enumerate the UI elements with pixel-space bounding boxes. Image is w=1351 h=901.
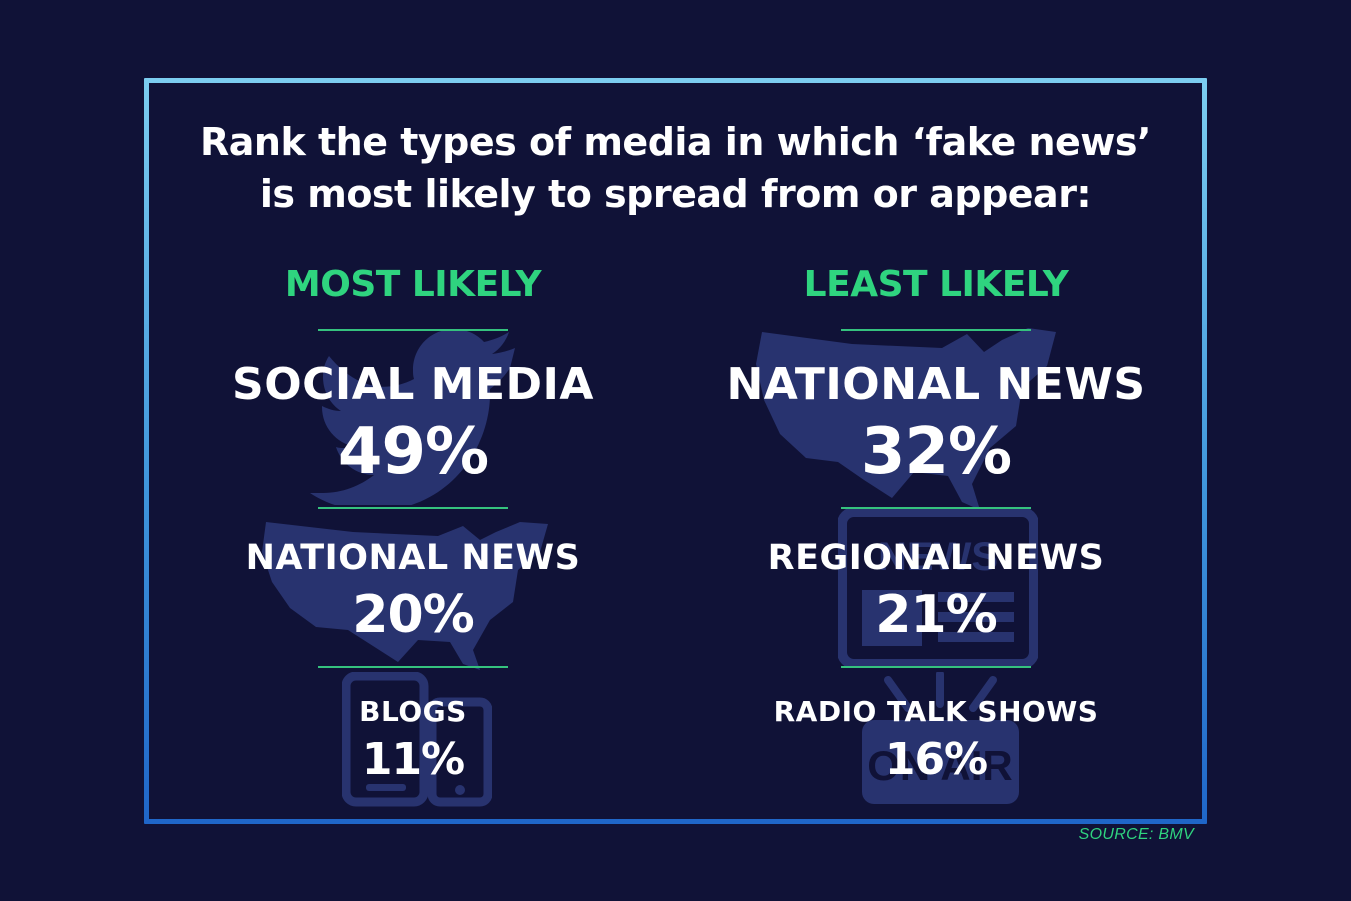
infographic-title: Rank the types of media in which ‘fake n… xyxy=(160,116,1191,220)
divider xyxy=(841,507,1031,509)
row-label: RADIO TALK SHOWS xyxy=(773,695,1099,728)
row-label: NATIONAL NEWS xyxy=(245,538,581,578)
divider xyxy=(318,329,508,331)
divider xyxy=(841,666,1031,668)
row-label: NATIONAL NEWS xyxy=(726,359,1146,410)
row-label: BLOGS xyxy=(359,695,467,728)
row-value: 20% xyxy=(352,585,474,645)
row-value: 11% xyxy=(361,734,465,785)
source-note: SOURCE: BMV xyxy=(1078,826,1194,843)
row-value: 32% xyxy=(860,415,1012,489)
column-header: LEAST LIKELY xyxy=(803,264,1069,305)
divider xyxy=(318,507,508,509)
divider xyxy=(318,666,508,668)
row-value: 21% xyxy=(875,585,997,645)
column-header: MOST LIKELY xyxy=(284,264,542,305)
row-value: 49% xyxy=(337,415,489,489)
row-label: REGIONAL NEWS xyxy=(767,538,1105,578)
row-value: 16% xyxy=(884,734,988,785)
title-line-2: is most likely to spread from or appear: xyxy=(259,172,1092,216)
row-label: SOCIAL MEDIA xyxy=(232,359,594,410)
title-line-1: Rank the types of media in which ‘fake n… xyxy=(200,120,1151,164)
divider xyxy=(841,329,1031,331)
